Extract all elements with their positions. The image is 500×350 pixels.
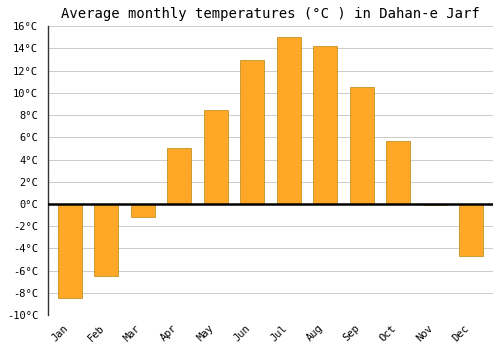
Bar xyxy=(58,204,82,299)
Title: Average monthly temperatures (°C ) in Dahan-e Jarf: Average monthly temperatures (°C ) in Da… xyxy=(61,7,480,21)
Bar xyxy=(204,110,228,204)
Bar xyxy=(423,204,446,205)
Bar xyxy=(314,46,337,204)
Bar xyxy=(94,204,118,276)
Bar xyxy=(240,60,264,204)
Bar xyxy=(168,148,191,204)
Bar xyxy=(460,204,483,256)
Bar xyxy=(350,88,374,204)
Bar xyxy=(277,37,300,204)
Bar xyxy=(131,204,154,217)
Bar xyxy=(386,141,410,204)
